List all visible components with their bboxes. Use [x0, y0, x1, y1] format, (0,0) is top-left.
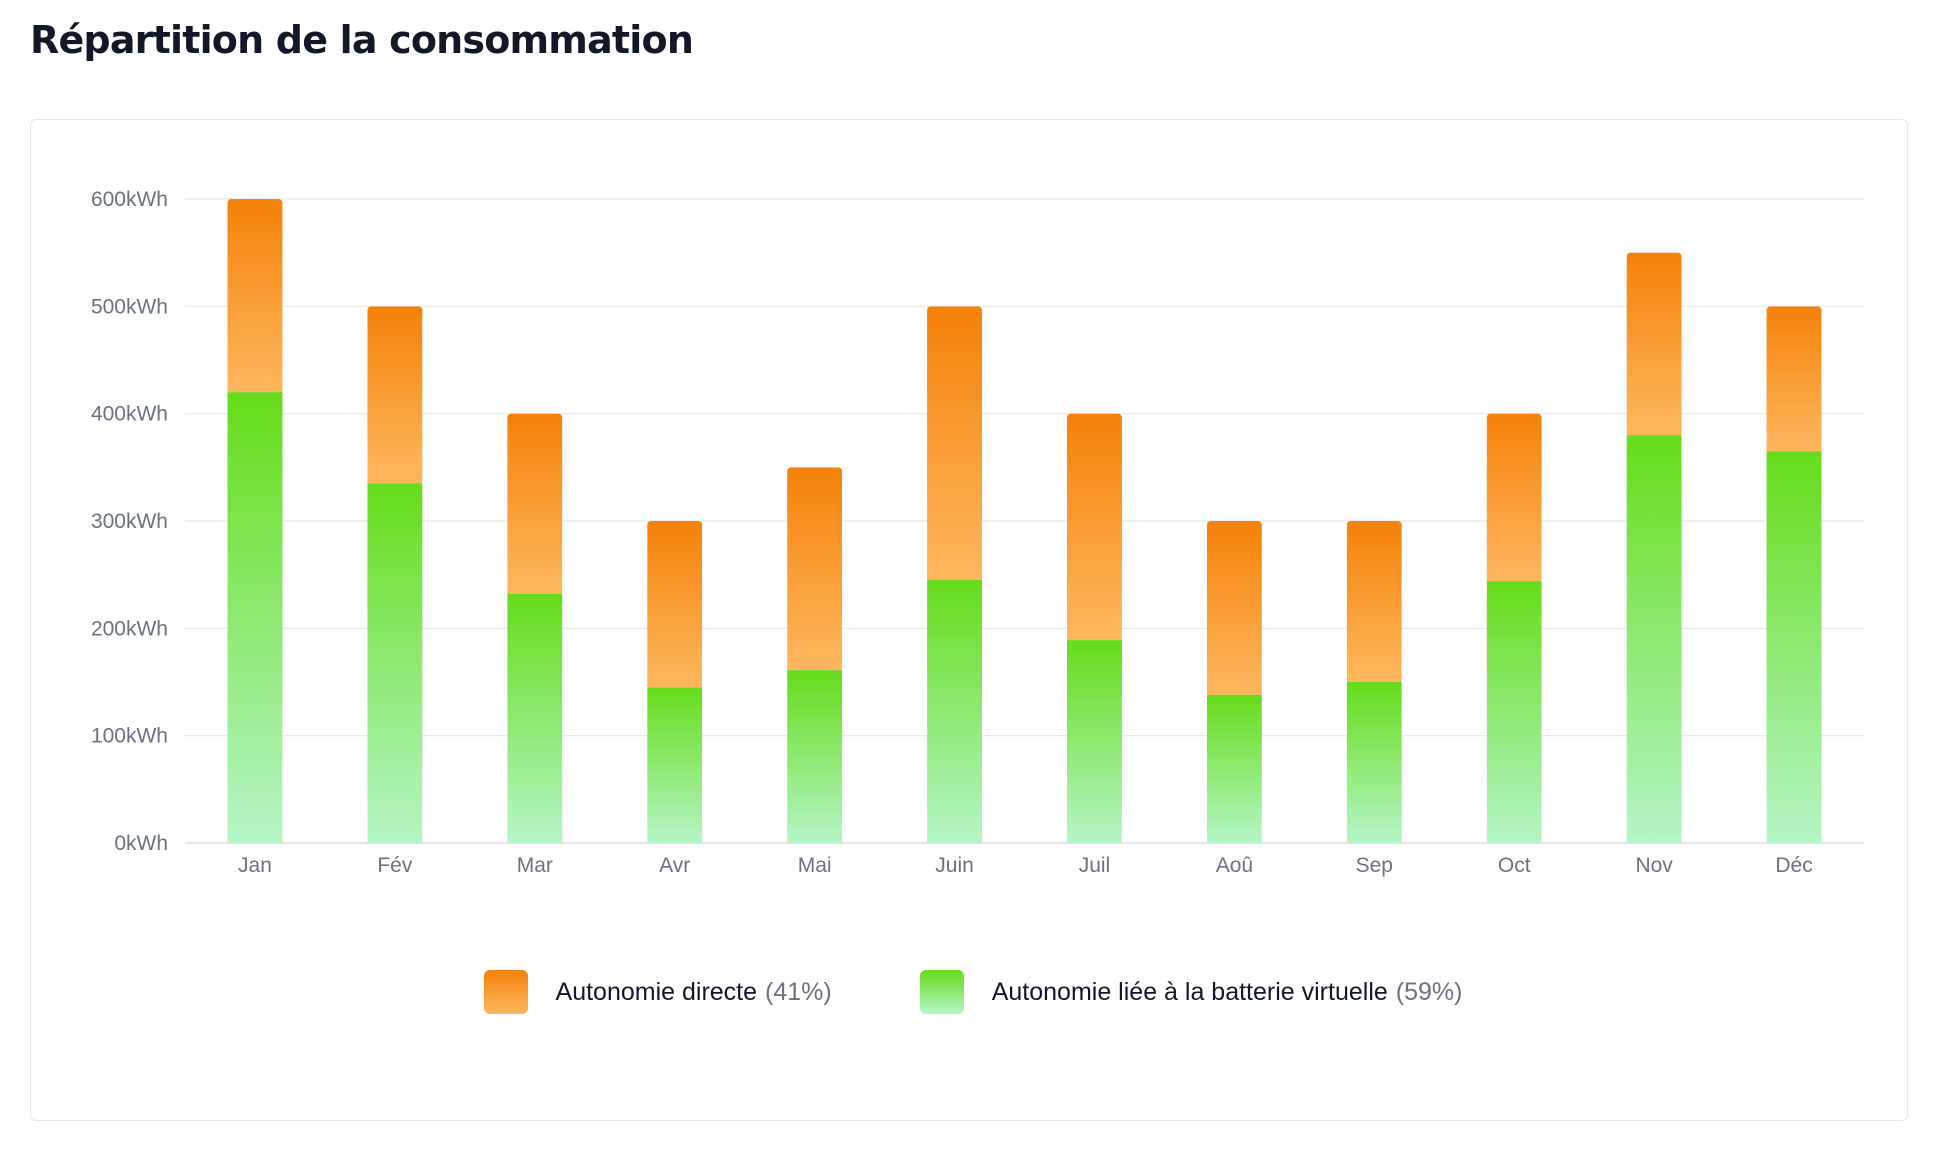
grid-lines [185, 198, 1864, 844]
x-tick-label: Mar [517, 854, 553, 877]
bar-segment-batterie-virtuelle[interactable] [1486, 581, 1542, 843]
bar-segment-batterie-virtuelle[interactable] [1346, 682, 1402, 843]
y-axis-ticks: 0kWh 100kWh 200kWh 300kWh 400kWh 500kWh 600kWh [91, 188, 168, 855]
page-title: Répartition de la consommation [30, 18, 694, 62]
bar-group-avr[interactable] [647, 521, 703, 843]
bar-group-juil[interactable] [1066, 413, 1122, 843]
y-tick-label: 600kWh [91, 188, 168, 211]
y-tick-label: 400kWh [91, 403, 168, 426]
bar-group-fév[interactable] [367, 306, 423, 843]
bar-segment-autonomie-directe[interactable] [927, 306, 983, 581]
x-tick-label: Déc [1775, 854, 1812, 877]
bar-group-déc[interactable] [1766, 306, 1822, 843]
bar-group-sep[interactable] [1346, 521, 1402, 843]
y-tick-label: 300kWh [91, 510, 168, 533]
x-tick-label: Avr [659, 854, 690, 877]
bar-segment-autonomie-directe[interactable] [227, 199, 283, 393]
x-tick-label: Juin [935, 854, 974, 877]
bar-segment-batterie-virtuelle[interactable] [507, 593, 563, 843]
bar-segment-batterie-virtuelle[interactable] [1766, 451, 1822, 843]
y-tick-label: 100kWh [91, 725, 168, 748]
bars [227, 199, 1822, 843]
bar-segment-autonomie-directe[interactable] [367, 306, 423, 484]
stacked-bar-chart: 0kWh 100kWh 200kWh 300kWh 400kWh 500kWh 600kWh… [91, 188, 1864, 877]
x-tick-label: Aoû [1216, 854, 1253, 877]
legend-label: Autonomie directe [555, 977, 758, 1006]
legend-swatch-green [919, 970, 964, 1014]
bar-segment-autonomie-directe[interactable] [1066, 413, 1122, 641]
legend-item-batterie[interactable]: Autonomie liée à la batterie virtuelle (… [919, 970, 1463, 1014]
bar-group-aoû[interactable] [1206, 521, 1262, 843]
legend-percent: (59%) [1395, 977, 1463, 1006]
chart-card: 0kWh 100kWh 200kWh 300kWh 400kWh 500kWh 600kWh… [30, 119, 1908, 1121]
x-tick-label: Mai [798, 854, 832, 877]
bar-segment-batterie-virtuelle[interactable] [367, 483, 423, 843]
bar-segment-autonomie-directe[interactable] [1346, 521, 1402, 682]
bar-segment-autonomie-directe[interactable] [1486, 413, 1542, 582]
x-tick-label: Fév [377, 854, 413, 877]
legend-percent: (41%) [765, 977, 832, 1006]
bar-segment-autonomie-directe[interactable] [1766, 306, 1822, 452]
bar-segment-autonomie-directe[interactable] [507, 413, 563, 594]
x-tick-label: Oct [1498, 854, 1531, 877]
bar-group-mar[interactable] [507, 413, 563, 843]
x-tick-label: Nov [1635, 854, 1673, 877]
bar-segment-autonomie-directe[interactable] [1626, 252, 1682, 436]
bar-group-nov[interactable] [1626, 252, 1682, 843]
y-tick-label: 200kWh [91, 617, 168, 640]
bar-segment-autonomie-directe[interactable] [1206, 521, 1262, 695]
legend-item-directe[interactable]: Autonomie directe (41%) [483, 970, 832, 1014]
x-tick-label: Jan [238, 854, 272, 877]
legend: Autonomie directe (41%) Autonomie liée à… [31, 969, 1907, 1015]
x-axis-ticks: Jan Fév Mar Avr Mai Juin Juil Aoû Sep Oct Nov Déc [238, 854, 1813, 877]
bar-segment-batterie-virtuelle[interactable] [1626, 435, 1682, 843]
y-tick-label: 0kWh [114, 832, 168, 855]
bar-segment-batterie-virtuelle[interactable] [1206, 694, 1262, 843]
bar-segment-batterie-virtuelle[interactable] [787, 670, 843, 843]
bar-segment-batterie-virtuelle[interactable] [1066, 640, 1122, 843]
x-tick-label: Sep [1356, 854, 1393, 877]
legend-swatch-orange [483, 970, 528, 1014]
bar-segment-batterie-virtuelle[interactable] [647, 687, 703, 843]
bar-segment-autonomie-directe[interactable] [787, 467, 843, 671]
bar-group-oct[interactable] [1486, 413, 1542, 843]
bar-group-mai[interactable] [787, 467, 843, 843]
x-tick-label: Juil [1079, 854, 1111, 877]
bar-group-jan[interactable] [227, 199, 283, 843]
bar-group-juin[interactable] [927, 306, 983, 843]
bar-segment-autonomie-directe[interactable] [647, 521, 703, 688]
bar-segment-batterie-virtuelle[interactable] [927, 580, 983, 843]
legend-label: Autonomie liée à la batterie virtuelle [991, 977, 1388, 1006]
bar-segment-batterie-virtuelle[interactable] [227, 392, 283, 843]
y-tick-label: 500kWh [91, 295, 168, 318]
